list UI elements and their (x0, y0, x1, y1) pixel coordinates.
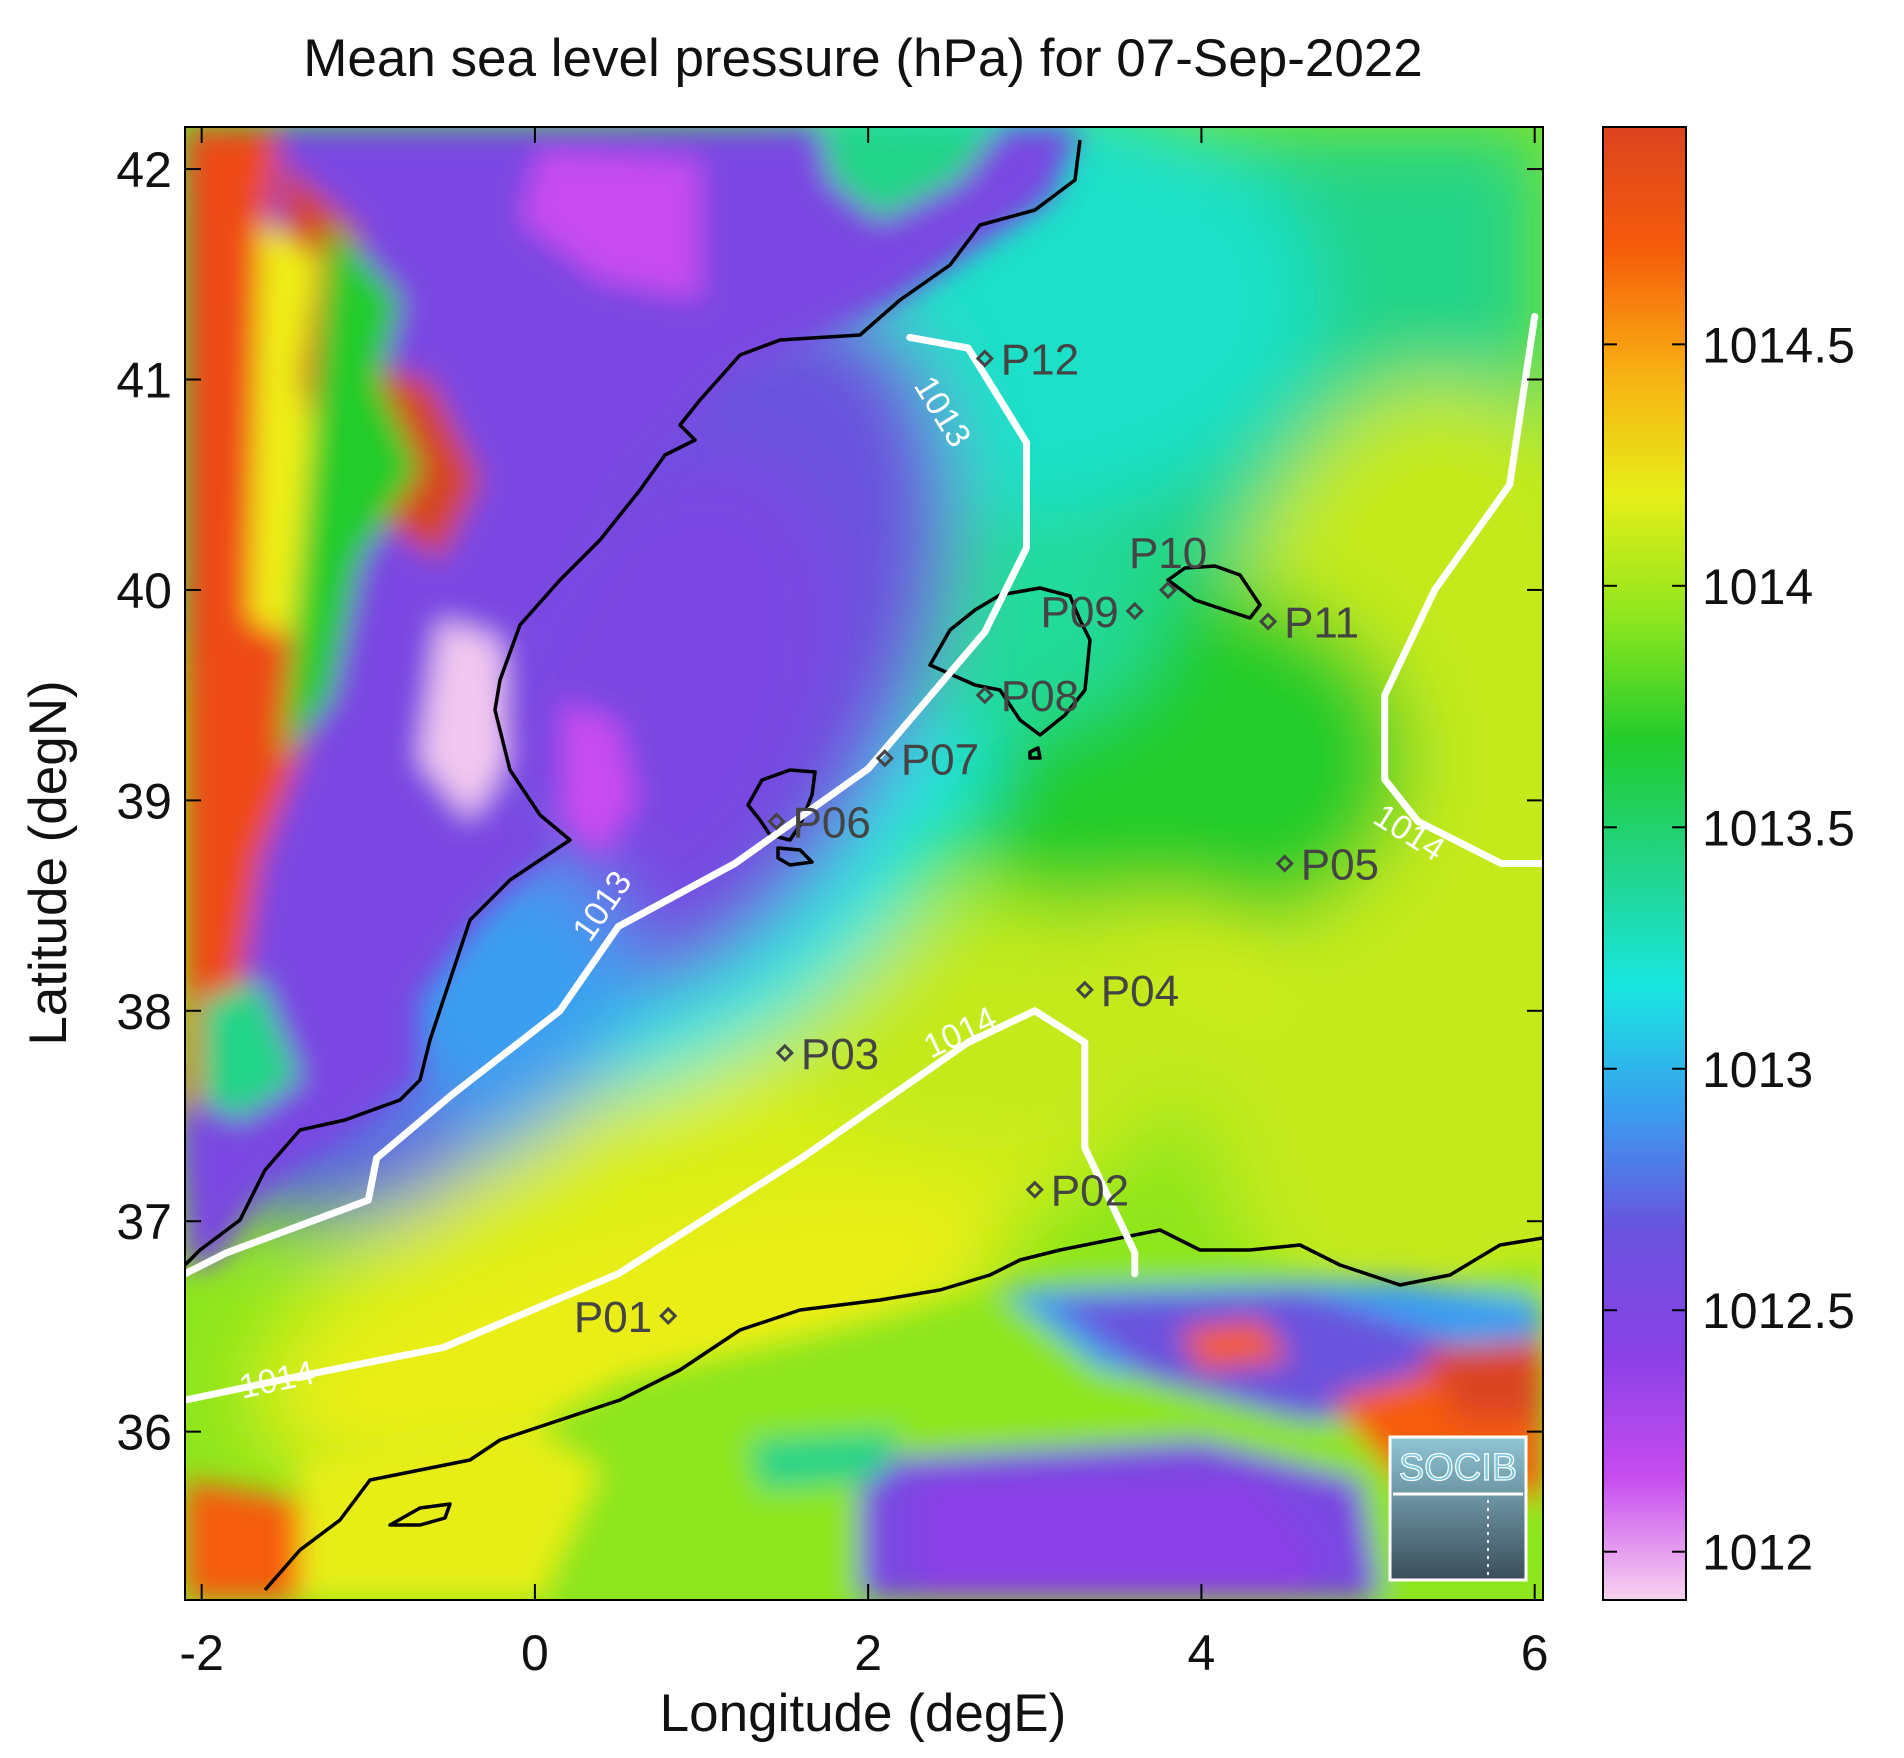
station-p03-label: P03 (801, 1030, 879, 1079)
pressure-field (185, 127, 1543, 1600)
station-p11-label: P11 (1284, 599, 1359, 648)
coastline-alboran-island (388, 1502, 452, 1527)
coastline-mallorca (928, 586, 1092, 737)
colorbar (1602, 126, 1687, 1601)
station-p05-label: P05 (1301, 841, 1379, 890)
socib-logo: SOCIB (1388, 1435, 1528, 1582)
station-p09-label: P09 (1040, 588, 1118, 637)
colorbar-tick-label: 1014.5 (1702, 317, 1855, 373)
station-p02-label: P02 (1051, 1167, 1129, 1216)
x-axis-label: Longitude (degE) (660, 1684, 1067, 1743)
station-p05-marker (1275, 854, 1294, 873)
y-tick-label: 41 (116, 353, 172, 409)
station-p01-marker (659, 1306, 678, 1326)
coastline-formentera (776, 846, 814, 867)
station-p10-marker (1158, 580, 1178, 600)
station-p09-marker (1125, 601, 1144, 621)
x-axis: -2 0 2 4 6 (179, 127, 1549, 1681)
colorbar-tick-label: 1014 (1702, 559, 1813, 615)
station-p08-label: P08 (1001, 672, 1079, 721)
station-p02-marker (1025, 1180, 1044, 1199)
x-tick-label: 4 (1188, 1625, 1216, 1681)
y-tick-label: 37 (116, 1194, 172, 1250)
chart-title: Mean sea level pressure (hPa) for 07-Sep… (303, 29, 1423, 88)
station-p12-label: P12 (1001, 335, 1079, 384)
station-p04-label: P04 (1101, 967, 1179, 1016)
colorbar-ticks: 1012 1012.5 1013 1013.5 1014 1014.5 (1603, 317, 1855, 1581)
isobar-1013-line (185, 333, 1030, 1278)
coastline-north-africa (263, 1228, 1543, 1592)
y-tick-label: 36 (116, 1405, 172, 1461)
map-frame (184, 126, 1544, 1601)
x-tick-label: 2 (854, 1625, 882, 1681)
station-p01-label: P01 (574, 1293, 652, 1342)
y-tick-label: 42 (116, 142, 172, 198)
station-p11-marker (1258, 612, 1278, 631)
y-tick-label: 40 (116, 563, 172, 619)
colorbar-tick-label: 1013 (1702, 1042, 1813, 1098)
station-p06-label: P06 (793, 798, 871, 847)
station-p12-marker (975, 349, 994, 368)
station-p08-marker (975, 686, 994, 705)
station-p07-marker (875, 749, 894, 768)
isobar-1014-line (185, 1007, 1139, 1404)
coastline-menorca (1166, 564, 1262, 620)
station-p10-label: P10 (1129, 529, 1207, 578)
station-p03-marker (775, 1043, 794, 1063)
isobar-1014-line (1381, 312, 1543, 867)
coastline-iberia (185, 139, 1082, 1267)
y-axis: 36 37 38 39 40 41 42 (116, 142, 1543, 1461)
x-tick-label: 0 (521, 1625, 549, 1681)
x-tick-label: 6 (1521, 1625, 1549, 1681)
station-p04-marker (1075, 980, 1094, 999)
coastline-cabrera (1028, 746, 1042, 760)
socib-logo-text: SOCIB (1399, 1447, 1517, 1489)
colorbar-tick-label: 1013.5 (1702, 800, 1855, 856)
y-tick-label: 39 (116, 773, 172, 829)
station-p06-marker (767, 812, 786, 831)
colorbar-tick-label: 1012 (1702, 1525, 1813, 1581)
colorbar-tick-label: 1012.5 (1702, 1283, 1855, 1339)
y-axis-label: Latitude (degN) (19, 680, 78, 1045)
y-tick-label: 38 (116, 984, 172, 1040)
x-tick-label: -2 (179, 1625, 223, 1681)
station-p07-label: P07 (901, 735, 979, 784)
